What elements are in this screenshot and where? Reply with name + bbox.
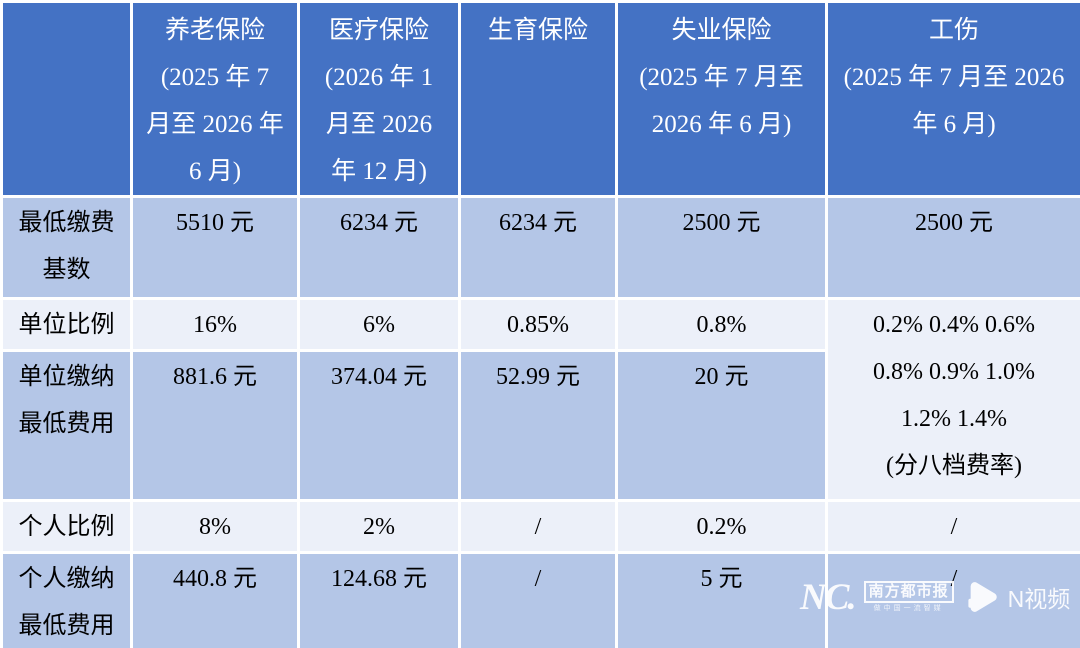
cell-employer-fee-medical: 374.04 元 [297, 349, 461, 502]
header-cell-medical: 医疗保险 (2026 年 1 月至 2026 年 12 月) [297, 0, 461, 198]
row-label-employer-min-fee: 单位缴纳 最低费用 [0, 349, 133, 502]
row-employer-rate: 单位比例 16% 6% 0.85% 0.8% 0.2% 0.4% 0.6% 0.… [0, 297, 1080, 502]
cell-personal-fee-unemployment: 5 元 [615, 551, 828, 648]
cell-personal-rate-medical: 2% [297, 499, 461, 554]
cell-min-base-maternity: 6234 元 [458, 195, 618, 300]
row-label-employer-rate: 单位比例 [0, 297, 133, 352]
cell-personal-fee-injury: / [825, 551, 1080, 648]
cell-employer-fee-unemployment: 20 元 [615, 349, 828, 502]
header-cell-unemployment: 失业保险 (2025 年 7 月至 2026 年 6 月) [615, 0, 828, 198]
header-cell-injury: 工伤 (2025 年 7 月至 2026 年 6 月) [825, 0, 1080, 198]
cell-personal-rate-pension: 8% [130, 499, 300, 554]
cell-employer-rate-medical: 6% [297, 297, 461, 352]
cell-employer-rate-pension: 16% [130, 297, 300, 352]
header-cell-corner [0, 0, 133, 198]
cell-employer-rate-unemployment: 0.8% [615, 297, 828, 352]
cell-personal-fee-medical: 124.68 元 [297, 551, 461, 648]
cell-min-base-injury: 2500 元 [825, 195, 1080, 300]
cell-personal-rate-maternity: / [458, 499, 618, 554]
cell-personal-fee-maternity: / [458, 551, 618, 648]
cell-min-base-unemployment: 2500 元 [615, 195, 828, 300]
header-cell-maternity: 生育保险 [458, 0, 618, 198]
cell-employer-fee-pension: 881.6 元 [130, 349, 300, 502]
row-label-personal-rate: 个人比例 [0, 499, 133, 554]
cell-min-base-pension: 5510 元 [130, 195, 300, 300]
cell-min-base-medical: 6234 元 [297, 195, 461, 300]
row-label-personal-min-fee: 个人缴纳 最低费用 [0, 551, 133, 648]
cell-personal-rate-injury: / [825, 499, 1080, 554]
row-employer-min-fee: 单位缴纳 最低费用 881.6 元 374.04 元 52.99 元 20 元 [0, 349, 1080, 502]
cell-employer-fee-maternity: 52.99 元 [458, 349, 618, 502]
row-personal-rate: 个人比例 8% 2% / 0.2% / [0, 499, 1080, 554]
cell-personal-rate-unemployment: 0.2% [615, 499, 828, 554]
cell-personal-fee-pension: 440.8 元 [130, 551, 300, 648]
header-row: 养老保险 (2025 年 7 月至 2026 年 6 月) 医疗保险 (2026… [0, 0, 1080, 198]
cell-employer-rate-maternity: 0.85% [458, 297, 618, 352]
row-label-min-base: 最低缴费 基数 [0, 195, 133, 300]
row-personal-min-fee: 个人缴纳 最低费用 440.8 元 124.68 元 / 5 元 / [0, 551, 1080, 648]
header-cell-pension: 养老保险 (2025 年 7 月至 2026 年 6 月) [130, 0, 300, 198]
row-min-base: 最低缴费 基数 5510 元 6234 元 6234 元 2500 元 2500… [0, 195, 1080, 300]
cell-injury-tiered-rates: 0.2% 0.4% 0.6% 0.8% 0.9% 1.0% 1.2% 1.4% … [825, 297, 1080, 502]
